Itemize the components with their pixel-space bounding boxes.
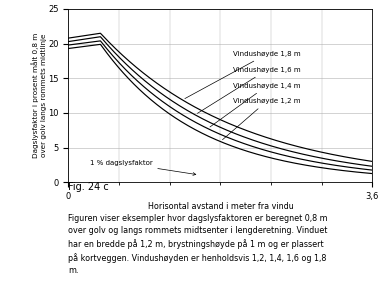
Text: Vindushøyde 1,6 m: Vindushøyde 1,6 m	[198, 67, 301, 113]
Text: Figuren viser eksempler hvor dagslysfaktoren er beregnet 0,8 m
over golv og lang: Figuren viser eksempler hvor dagslysfakt…	[68, 214, 328, 275]
X-axis label: Horisontal avstand i meter fra vindu: Horisontal avstand i meter fra vindu	[147, 202, 293, 211]
Text: Vindushøyde 1,8 m: Vindushøyde 1,8 m	[185, 51, 301, 99]
Text: Vindushøyde 1,2 m: Vindushøyde 1,2 m	[223, 98, 301, 140]
Text: Vindushøyde 1,4 m: Vindushøyde 1,4 m	[210, 83, 301, 127]
Text: Fig. 24 c: Fig. 24 c	[68, 182, 109, 192]
Text: 1 % dagslysfaktor: 1 % dagslysfaktor	[90, 160, 196, 176]
Y-axis label: Dagslysfaktor i prosent målt 0,8 m
over golv langs rommets midtlinje: Dagslysfaktor i prosent målt 0,8 m over …	[31, 33, 47, 158]
